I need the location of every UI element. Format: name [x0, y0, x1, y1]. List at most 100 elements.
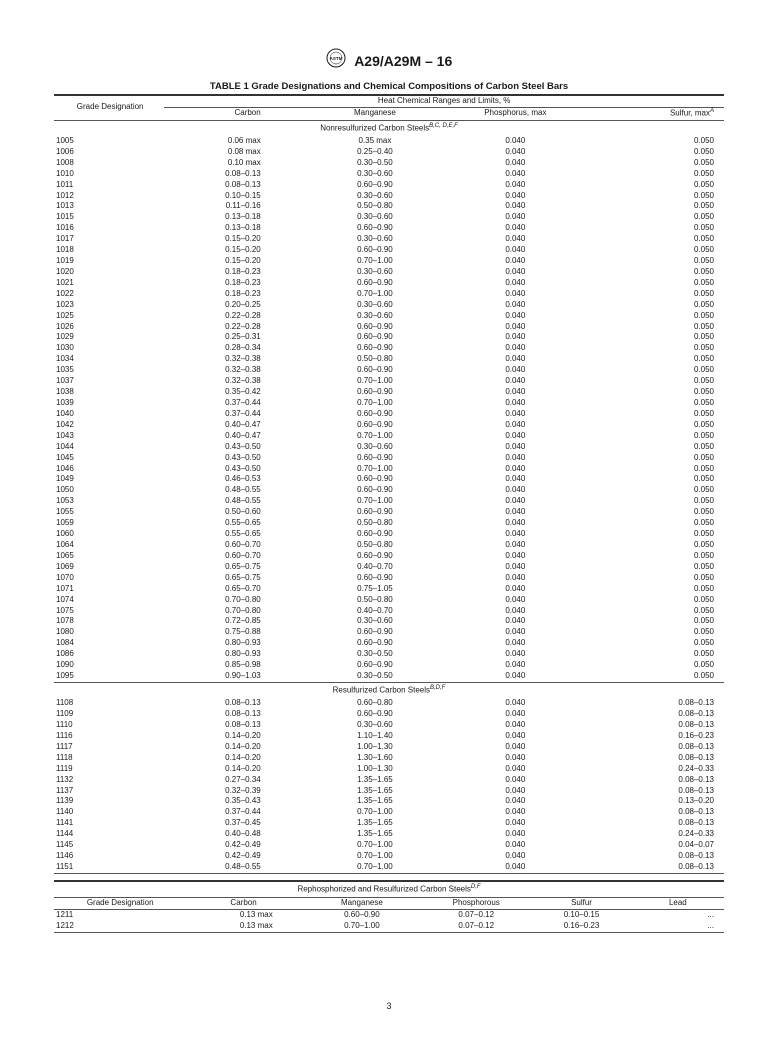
cell-sulfur: 0.050	[586, 168, 724, 179]
cell-grade: 1016	[54, 223, 164, 234]
cell-grade: 1069	[54, 562, 164, 573]
table-row: 10230.20–0.250.30–0.600.0400.050	[54, 300, 724, 311]
cell-manganese: 0.60–0.90	[305, 387, 445, 398]
cell-sulfur: 0.050	[586, 431, 724, 442]
cell-phosphorus: 0.040	[445, 289, 585, 300]
cell-phosphorus: 0.040	[445, 840, 585, 851]
cell-sulfur: 0.050	[586, 573, 724, 584]
table-row: 10860.80–0.930.30–0.500.0400.050	[54, 649, 724, 660]
cell-grade: 1029	[54, 332, 164, 343]
cell-sulfur: 0.050	[586, 387, 724, 398]
cell-grade: 1025	[54, 310, 164, 321]
cell-sulfur: 0.08–0.13	[586, 774, 724, 785]
cell-manganese: 0.30–0.60	[305, 720, 445, 731]
table-row: 10490.46–0.530.60–0.900.0400.050	[54, 474, 724, 485]
cell-carbon: 0.15–0.20	[164, 234, 304, 245]
table-row: 10700.65–0.750.60–0.900.0400.050	[54, 573, 724, 584]
cell-carbon: 0.13 max	[184, 909, 302, 920]
cell-manganese: 0.60–0.90	[305, 529, 445, 540]
cell-phosphorus: 0.040	[445, 731, 585, 742]
spanner-heat-limits: Heat Chemical Ranges and Limits, %	[164, 95, 724, 107]
cell-carbon: 0.28–0.34	[164, 343, 304, 354]
cell-sulfur: 0.04–0.07	[586, 840, 724, 851]
table-row: 12110.13 max0.60–0.900.07–0.120.10–0.15.…	[54, 909, 724, 920]
cell-manganese: 0.30–0.60	[305, 234, 445, 245]
cell-phosphorus: 0.040	[445, 507, 585, 518]
cell-phosphorous: 0.07–0.12	[421, 921, 531, 932]
cell-sulfur: 0.050	[586, 420, 724, 431]
col-carbon: Carbon	[164, 107, 304, 120]
cell-carbon: 0.40–0.48	[164, 829, 304, 840]
cell-carbon: 0.43–0.50	[164, 463, 304, 474]
cell-phosphorus: 0.040	[445, 300, 585, 311]
cell-grade: 1074	[54, 594, 164, 605]
cell-sulfur: 0.13–0.20	[586, 796, 724, 807]
cell-manganese: 0.40–0.70	[305, 605, 445, 616]
cell-grade: 1078	[54, 616, 164, 627]
cell-sulfur: 0.050	[586, 562, 724, 573]
cell-phosphorus: 0.040	[445, 551, 585, 562]
cell-grade: 1013	[54, 201, 164, 212]
cell-carbon: 0.46–0.53	[164, 474, 304, 485]
cell-phosphorus: 0.040	[445, 398, 585, 409]
table-row: 11510.48–0.550.70–1.000.0400.08–0.13	[54, 862, 724, 873]
table-row: 10300.28–0.340.60–0.900.0400.050	[54, 343, 724, 354]
cell-manganese: 0.60–0.90	[305, 420, 445, 431]
cell-carbon: 0.42–0.49	[164, 840, 304, 851]
cell-carbon: 0.32–0.38	[164, 354, 304, 365]
cell-carbon: 0.40–0.47	[164, 431, 304, 442]
cell-carbon: 0.65–0.75	[164, 573, 304, 584]
cell-phosphorus: 0.040	[445, 627, 585, 638]
cell-carbon: 0.40–0.47	[164, 420, 304, 431]
cell-carbon: 0.42–0.49	[164, 851, 304, 862]
cell-phosphorus: 0.040	[445, 851, 585, 862]
cell-sulfur: 0.050	[586, 496, 724, 507]
cell-manganese: 0.50–0.80	[305, 354, 445, 365]
cell-grade: 1010	[54, 168, 164, 179]
cell-grade: 1023	[54, 300, 164, 311]
cell-grade: 1039	[54, 398, 164, 409]
table-row: 10150.13–0.180.30–0.600.0400.050	[54, 212, 724, 223]
cell-phosphorus: 0.040	[445, 584, 585, 595]
cell-grade: 1049	[54, 474, 164, 485]
table-row: 10640.60–0.700.50–0.800.0400.050	[54, 540, 724, 551]
cell-carbon: 0.11–0.16	[164, 201, 304, 212]
cell-sulfur: 0.050	[586, 256, 724, 267]
cell-phosphorus: 0.040	[445, 474, 585, 485]
cell-sulfur: 0.050	[586, 649, 724, 660]
cell-manganese: 0.70–1.00	[305, 256, 445, 267]
cell-grade: 1071	[54, 584, 164, 595]
cell-manganese: 0.60–0.90	[305, 573, 445, 584]
cell-sulfur: 0.050	[586, 507, 724, 518]
document-header: ASTM A29/A29M – 16	[54, 48, 724, 73]
cell-carbon: 0.65–0.70	[164, 584, 304, 595]
cell-sulfur: 0.050	[586, 474, 724, 485]
table-row: 10050.06 max0.35 max0.0400.050	[54, 136, 724, 147]
cell-phosphorus: 0.040	[445, 158, 585, 169]
cell-manganese: 0.70–1.00	[305, 496, 445, 507]
cell-phosphorus: 0.040	[445, 720, 585, 731]
table-row: 11460.42–0.490.70–1.000.0400.08–0.13	[54, 851, 724, 862]
table-row: 10190.15–0.200.70–1.000.0400.050	[54, 256, 724, 267]
cell-phosphorus: 0.040	[445, 168, 585, 179]
cell-grade: 1132	[54, 774, 164, 785]
cell-manganese: 1.10–1.40	[305, 731, 445, 742]
cell-sulfur: 0.050	[586, 594, 724, 605]
cell-grade: 1043	[54, 431, 164, 442]
table-row: 10080.10 max0.30–0.500.0400.050	[54, 158, 724, 169]
cell-phosphorus: 0.040	[445, 245, 585, 256]
cell-grade: 1137	[54, 785, 164, 796]
cell-carbon: 0.60–0.70	[164, 551, 304, 562]
cell-manganese: 0.30–0.60	[305, 190, 445, 201]
cell-manganese: 0.30–0.50	[305, 158, 445, 169]
cell-carbon: 0.32–0.38	[164, 365, 304, 376]
cell-sulfur: 0.08–0.13	[586, 742, 724, 753]
cell-sulfur: 0.050	[586, 452, 724, 463]
cell-carbon: 0.14–0.20	[164, 731, 304, 742]
cell-phosphorus: 0.040	[445, 529, 585, 540]
cell-grade: 1038	[54, 387, 164, 398]
cell-carbon: 0.43–0.50	[164, 452, 304, 463]
cell-sulfur: 0.050	[586, 201, 724, 212]
cell-phosphorus: 0.040	[445, 136, 585, 147]
table-row: 11400.37–0.440.70–1.000.0400.08–0.13	[54, 807, 724, 818]
